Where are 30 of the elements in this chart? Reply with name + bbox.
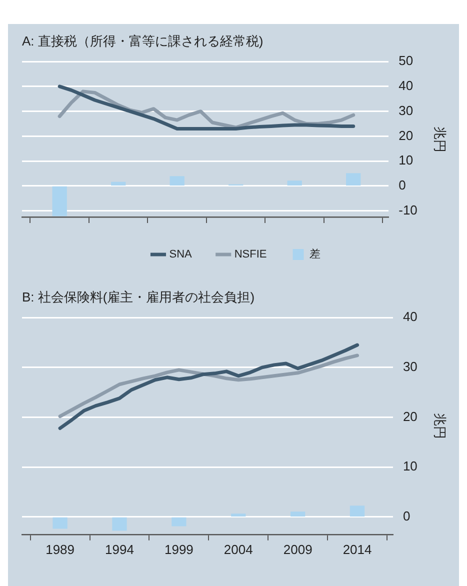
chart-title: A: 直接税（所得・富等に課される経常税) [22,33,264,48]
y-tick-label: 0 [402,508,410,524]
bar [52,186,67,216]
bar [170,176,184,186]
y-tick-label: 50 [398,53,414,68]
y-tick-label: 0 [398,178,406,192]
y-tick-label: 40 [402,309,418,324]
bar [287,180,302,186]
bar [111,182,126,186]
y-tick-label: 40 [398,78,414,94]
legend-label: 差 [309,248,320,261]
x-tick-label: 1999 [164,542,194,557]
legend-label: NSFIE [234,248,267,261]
y-tick-label: 10 [402,458,418,474]
y-tick-label: -10 [398,202,418,218]
x-tick-label: 2004 [224,542,253,557]
legend-label: SNA [169,248,193,261]
bar [346,173,361,186]
x-tick-label: 2009 [283,542,312,557]
x-tick-label: 1994 [105,542,134,557]
y-axis-title: 兆円 [432,126,448,152]
y-tick-label: 30 [398,102,414,118]
y-tick-label: 30 [402,359,418,374]
y-axis-title: 兆円 [432,413,448,439]
x-tick-label: 2014 [342,542,372,557]
y-tick-label: 20 [402,408,418,424]
x-tick-label: 1989 [46,542,75,557]
chart-title: B: 社会保険料(雇主・雇用者の社会負担) [22,289,255,304]
y-tick-label: 10 [398,152,414,168]
y-tick-label: 20 [398,128,414,143]
